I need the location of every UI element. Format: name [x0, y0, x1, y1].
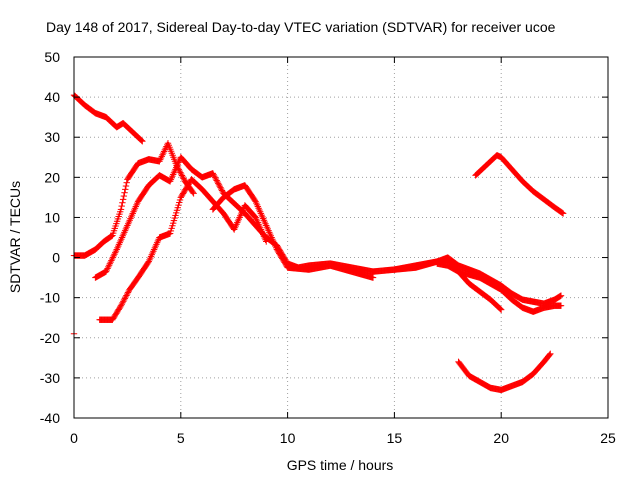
y-axis-title: SDTVAR / TECUs: [7, 181, 23, 293]
y-tick-label: -20: [40, 330, 60, 346]
x-tick-label: 5: [177, 430, 185, 446]
plot-area: [70, 91, 567, 394]
ticks: [73, 56, 609, 419]
y-tick-label: 20: [44, 169, 60, 185]
grid: [74, 57, 608, 418]
series-arc-8: [433, 260, 565, 315]
tick-labels: 0 5 10 15 20 25 -40 -30 -20 -10 0 10 20 30 40 50: [40, 49, 616, 446]
series-arc-5: [209, 182, 377, 281]
series-arc-1: [70, 91, 146, 145]
y-tick-label: -10: [40, 290, 60, 306]
x-tick-label: 0: [70, 430, 78, 446]
series-arc-10: [455, 350, 554, 394]
x-tick-label: 20: [493, 430, 509, 446]
x-axis-title: GPS time / hours: [287, 457, 394, 473]
x-tick-label: 15: [387, 430, 403, 446]
y-tick-label: 0: [52, 250, 60, 266]
y-tick-label: 10: [44, 209, 60, 225]
x-tick-label: 25: [600, 430, 616, 446]
y-tick-label: -30: [40, 370, 60, 386]
y-tick-label: -40: [40, 410, 60, 426]
x-tick-label: 10: [280, 430, 296, 446]
y-tick-label: 50: [44, 49, 60, 65]
series-arc-9: [472, 152, 567, 217]
y-tick-label: 30: [44, 129, 60, 145]
chart-title: Day 148 of 2017, Sidereal Day-to-day VTE…: [46, 19, 556, 35]
plot-frame: [73, 56, 609, 419]
y-tick-label: 40: [44, 89, 60, 105]
